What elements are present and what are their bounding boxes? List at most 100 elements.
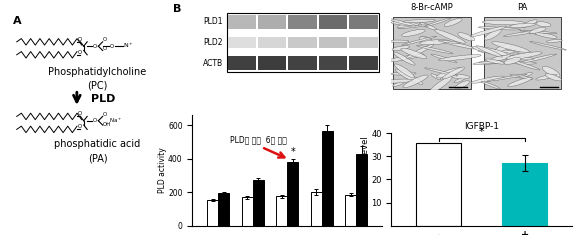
- Ellipse shape: [478, 27, 520, 30]
- Bar: [228, 15, 256, 29]
- Ellipse shape: [510, 23, 535, 27]
- Bar: [287, 162, 298, 226]
- Bar: [258, 37, 287, 48]
- Ellipse shape: [425, 18, 451, 27]
- Ellipse shape: [435, 29, 465, 43]
- Ellipse shape: [536, 74, 557, 80]
- Bar: [318, 56, 347, 70]
- Ellipse shape: [425, 68, 458, 76]
- Ellipse shape: [481, 81, 500, 89]
- Text: Na$^+$: Na$^+$: [109, 116, 123, 125]
- Ellipse shape: [401, 48, 427, 59]
- Ellipse shape: [510, 60, 540, 70]
- Text: O: O: [77, 37, 81, 42]
- Bar: [502, 163, 547, 226]
- Bar: [228, 37, 256, 48]
- Ellipse shape: [406, 44, 434, 58]
- Ellipse shape: [506, 52, 542, 59]
- Ellipse shape: [536, 22, 551, 27]
- Text: PLD1: PLD1: [203, 17, 223, 27]
- Ellipse shape: [384, 54, 424, 62]
- Ellipse shape: [476, 46, 502, 57]
- Ellipse shape: [503, 31, 538, 36]
- Bar: [349, 15, 377, 29]
- Text: O: O: [110, 44, 114, 49]
- Text: PLD의 활성  6배 증가: PLD의 활성 6배 증가: [229, 136, 287, 145]
- Ellipse shape: [431, 74, 441, 80]
- Text: PA: PA: [517, 3, 528, 12]
- Text: *: *: [291, 147, 295, 157]
- Ellipse shape: [403, 20, 435, 23]
- Ellipse shape: [438, 40, 460, 43]
- Ellipse shape: [487, 55, 511, 63]
- Ellipse shape: [529, 27, 546, 33]
- Text: *: *: [479, 127, 484, 137]
- Ellipse shape: [478, 50, 516, 53]
- Ellipse shape: [402, 36, 436, 45]
- Text: PLD: PLD: [91, 94, 115, 104]
- Ellipse shape: [455, 81, 469, 89]
- Ellipse shape: [403, 75, 428, 88]
- Ellipse shape: [395, 64, 414, 78]
- Bar: [258, 56, 287, 70]
- Ellipse shape: [384, 79, 413, 83]
- Ellipse shape: [487, 74, 527, 81]
- Ellipse shape: [442, 41, 476, 49]
- Ellipse shape: [507, 77, 532, 87]
- Ellipse shape: [420, 40, 450, 45]
- Ellipse shape: [388, 19, 416, 26]
- Ellipse shape: [420, 37, 434, 45]
- Text: Phosphatidylcholine
(PC): Phosphatidylcholine (PC): [49, 67, 147, 91]
- Ellipse shape: [444, 18, 462, 26]
- Ellipse shape: [458, 33, 475, 41]
- Text: ACTB: ACTB: [203, 59, 223, 67]
- Ellipse shape: [546, 39, 562, 43]
- Ellipse shape: [398, 25, 429, 28]
- Ellipse shape: [472, 46, 507, 55]
- Text: N$^+$: N$^+$: [123, 41, 134, 50]
- Text: O: O: [77, 50, 81, 55]
- Ellipse shape: [436, 68, 462, 78]
- Ellipse shape: [421, 36, 432, 41]
- Text: O: O: [77, 124, 81, 129]
- Bar: [288, 56, 317, 70]
- Text: O: O: [103, 112, 107, 118]
- Ellipse shape: [503, 58, 521, 64]
- Ellipse shape: [519, 54, 557, 63]
- Ellipse shape: [520, 30, 557, 34]
- Bar: [311, 192, 322, 226]
- Ellipse shape: [471, 76, 504, 83]
- Bar: [357, 154, 368, 226]
- Bar: [349, 37, 377, 48]
- Bar: [346, 195, 357, 226]
- Ellipse shape: [490, 51, 514, 56]
- Ellipse shape: [479, 61, 506, 63]
- Ellipse shape: [397, 22, 420, 28]
- Ellipse shape: [470, 26, 506, 37]
- Bar: [322, 131, 333, 226]
- Ellipse shape: [482, 20, 525, 25]
- Text: O: O: [103, 47, 107, 51]
- Bar: [318, 37, 347, 48]
- Text: phosphatidic acid
(PA): phosphatidic acid (PA): [54, 139, 140, 163]
- Bar: [349, 56, 377, 70]
- Ellipse shape: [392, 82, 405, 86]
- Bar: [218, 193, 229, 226]
- Ellipse shape: [451, 74, 469, 79]
- Text: O: O: [103, 37, 107, 42]
- Bar: [258, 15, 287, 29]
- Bar: [484, 17, 561, 89]
- Ellipse shape: [495, 45, 511, 51]
- Bar: [416, 143, 461, 226]
- Ellipse shape: [442, 67, 465, 79]
- Ellipse shape: [429, 76, 452, 93]
- Ellipse shape: [501, 56, 533, 60]
- Ellipse shape: [417, 45, 453, 54]
- Ellipse shape: [510, 74, 533, 79]
- Text: 8-Br-cAMP: 8-Br-cAMP: [411, 3, 453, 12]
- Ellipse shape: [484, 29, 501, 40]
- Ellipse shape: [542, 66, 560, 77]
- Ellipse shape: [473, 60, 512, 65]
- Bar: [288, 15, 317, 29]
- Text: O: O: [77, 111, 81, 116]
